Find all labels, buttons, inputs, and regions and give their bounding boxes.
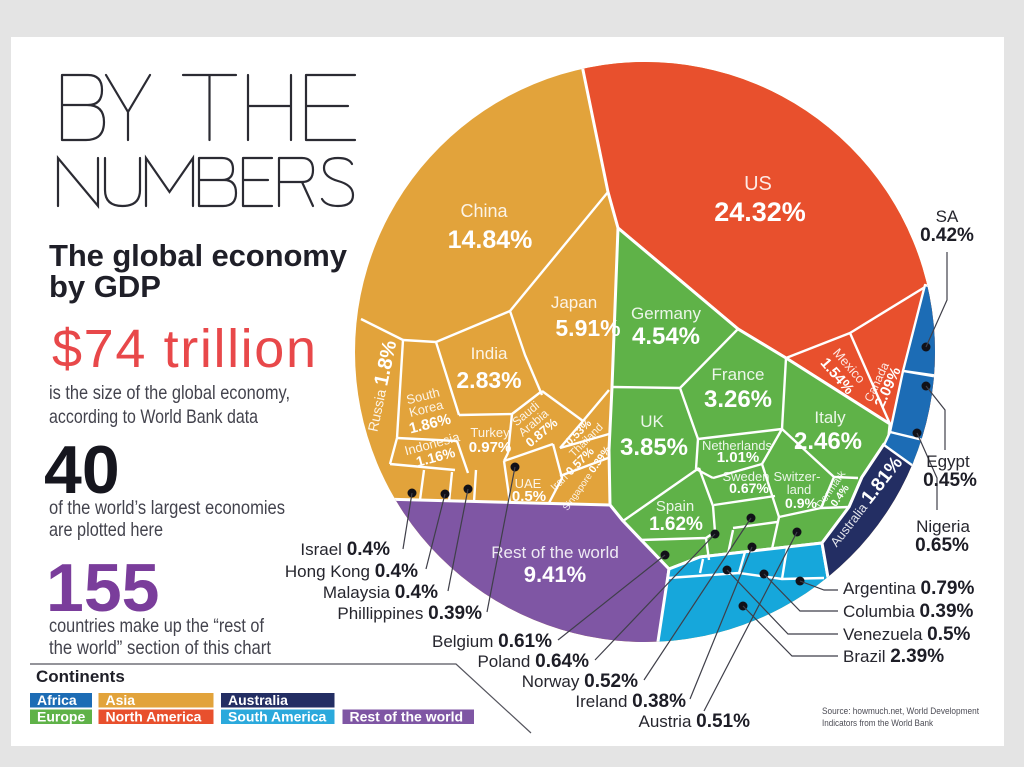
svg-text:India: India bbox=[471, 344, 508, 363]
svg-text:Phillippines 0.39%: Phillippines 0.39% bbox=[337, 603, 482, 624]
svg-text:4.54%: 4.54% bbox=[632, 323, 700, 350]
svg-text:Israel 0.4%: Israel 0.4% bbox=[300, 539, 390, 560]
svg-text:Nigeria: Nigeria bbox=[916, 517, 970, 536]
svg-text:Norway 0.52%: Norway 0.52% bbox=[522, 671, 638, 692]
svg-text:countries make up the “rest of: countries make up the “rest of bbox=[49, 615, 264, 637]
svg-text:0.9%: 0.9% bbox=[785, 495, 817, 511]
svg-text:9.41%: 9.41% bbox=[524, 562, 586, 587]
svg-text:by GDP: by GDP bbox=[49, 269, 161, 304]
svg-text:North America: North America bbox=[106, 708, 202, 724]
svg-text:the world” section of this cha: the world” section of this chart bbox=[49, 637, 271, 659]
svg-text:Columbia 0.39%: Columbia 0.39% bbox=[843, 601, 974, 622]
svg-text:0.67%: 0.67% bbox=[729, 480, 769, 496]
svg-text:Brazil 2.39%: Brazil 2.39% bbox=[843, 646, 944, 667]
svg-text:France: France bbox=[712, 365, 765, 384]
svg-text:Belgium 0.61%: Belgium 0.61% bbox=[432, 631, 552, 652]
svg-text:Rest of the world: Rest of the world bbox=[350, 708, 464, 724]
svg-text:3.85%: 3.85% bbox=[620, 434, 688, 461]
svg-text:Italy: Italy bbox=[814, 408, 846, 427]
svg-text:3.26%: 3.26% bbox=[704, 386, 772, 413]
svg-text:Indicators from the World Bank: Indicators from the World Bank bbox=[822, 718, 933, 728]
svg-text:2.83%: 2.83% bbox=[456, 367, 521, 393]
svg-text:5.91%: 5.91% bbox=[555, 315, 620, 341]
svg-text:UAE: UAE bbox=[515, 476, 542, 491]
svg-text:Switzer-: Switzer- bbox=[774, 469, 821, 484]
svg-text:0.65%: 0.65% bbox=[915, 535, 969, 556]
svg-text:Turkey: Turkey bbox=[470, 425, 510, 440]
svg-text:Austria 0.51%: Austria 0.51% bbox=[638, 711, 750, 732]
svg-text:Egypt: Egypt bbox=[926, 452, 970, 471]
svg-text:land: land bbox=[787, 482, 812, 497]
svg-text:Netherlands: Netherlands bbox=[702, 438, 773, 453]
svg-text:$74 trillion: $74 trillion bbox=[52, 319, 316, 379]
svg-text:Germany: Germany bbox=[631, 304, 701, 323]
svg-text:2.46%: 2.46% bbox=[794, 428, 862, 455]
svg-text:Africa: Africa bbox=[37, 692, 77, 708]
svg-text:0.45%: 0.45% bbox=[923, 470, 977, 491]
svg-text:The global economy: The global economy bbox=[49, 238, 348, 273]
svg-text:40: 40 bbox=[44, 432, 120, 508]
svg-text:0.5%: 0.5% bbox=[512, 488, 546, 505]
svg-text:Spain: Spain bbox=[656, 498, 694, 515]
svg-text:Rest of the world: Rest of the world bbox=[491, 543, 619, 562]
svg-text:SA: SA bbox=[936, 207, 959, 226]
svg-text:China: China bbox=[460, 201, 508, 221]
svg-text:Europe: Europe bbox=[37, 708, 85, 724]
svg-text:of the world’s largest economi: of the world’s largest economies bbox=[49, 497, 285, 519]
svg-text:24.32%: 24.32% bbox=[714, 197, 806, 227]
svg-text:Poland 0.64%: Poland 0.64% bbox=[477, 651, 589, 672]
svg-text:Venezuela 0.5%: Venezuela 0.5% bbox=[843, 624, 971, 645]
svg-text:Source: howmuch.net, World Dev: Source: howmuch.net, World Development bbox=[822, 706, 979, 716]
svg-text:UK: UK bbox=[640, 412, 664, 431]
svg-text:Asia: Asia bbox=[106, 692, 136, 708]
svg-text:is the size of the global econ: is the size of the global economy, bbox=[49, 382, 290, 404]
svg-text:according to World Bank data: according to World Bank data bbox=[49, 406, 258, 428]
svg-text:Sweden: Sweden bbox=[723, 469, 770, 484]
svg-text:Japan: Japan bbox=[551, 293, 597, 312]
svg-text:14.84%: 14.84% bbox=[448, 226, 533, 254]
svg-text:Australia: Australia bbox=[228, 692, 288, 708]
svg-text:1.01%: 1.01% bbox=[717, 449, 760, 466]
svg-text:US: US bbox=[744, 173, 772, 195]
svg-text:0.97%: 0.97% bbox=[469, 439, 512, 456]
svg-text:Malaysia 0.4%: Malaysia 0.4% bbox=[323, 582, 438, 603]
svg-text:Hong Kong 0.4%: Hong Kong 0.4% bbox=[285, 561, 418, 582]
svg-text:Continents: Continents bbox=[36, 667, 125, 686]
svg-text:Ireland 0.38%: Ireland 0.38% bbox=[575, 691, 686, 712]
svg-text:1.62%: 1.62% bbox=[649, 514, 703, 535]
svg-text:155: 155 bbox=[46, 550, 159, 626]
svg-text:Argentina 0.79%: Argentina 0.79% bbox=[843, 578, 974, 599]
svg-text:are plotted here: are plotted here bbox=[49, 519, 163, 541]
svg-text:0.42%: 0.42% bbox=[920, 225, 974, 246]
svg-text:South America: South America bbox=[228, 708, 326, 724]
